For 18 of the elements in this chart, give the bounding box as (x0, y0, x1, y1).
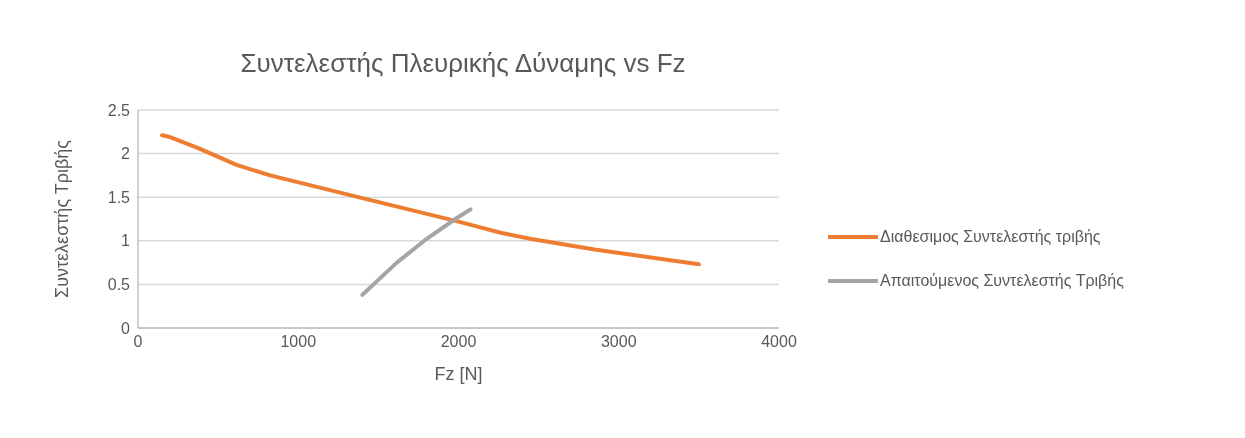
y-tick-label: 1 (121, 232, 131, 250)
x-tick-label: 2000 (440, 333, 477, 351)
x-axis-title: Fz [N] (434, 364, 483, 384)
line-series (160, 133, 701, 267)
y-axis-title: Συντελεστής Τριβής (52, 139, 73, 298)
legend-label: Απαιτούμενος Συντελεστής Τριβής (880, 272, 1124, 290)
x-tick-label: 3000 (600, 333, 637, 351)
x-tick-label: 0 (133, 333, 143, 351)
y-tick-label: 2 (121, 145, 131, 163)
y-tick-label: 2.5 (107, 101, 131, 119)
x-tick-label: 4000 (761, 333, 797, 351)
x-tick-label: 1000 (280, 333, 317, 351)
y-tick-label: 0.5 (107, 276, 131, 294)
y-tick-label: 1.5 (107, 188, 131, 206)
y-tick-label: 0 (121, 319, 131, 337)
legend-label: Διαθεσιμος Συντελεστής τριβής (880, 228, 1101, 246)
chart-title: Συντελεστής Πλευρικής Δύναμης vs Fz (239, 48, 687, 79)
line-series (360, 207, 473, 297)
